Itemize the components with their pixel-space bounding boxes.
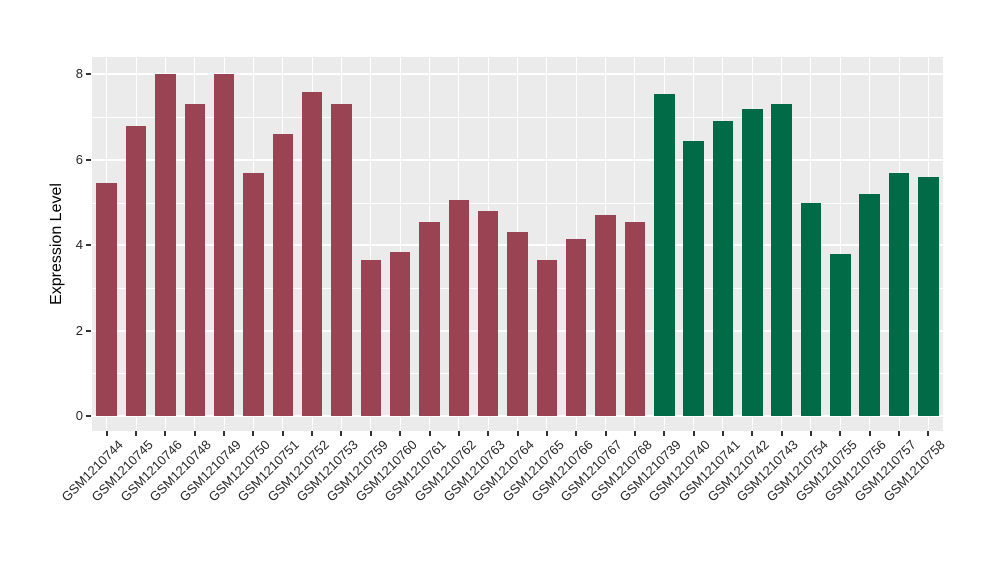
bar-GSM1210750 <box>243 172 264 416</box>
x-tick-mark <box>545 431 548 436</box>
bar-GSM1210739 <box>654 93 675 416</box>
bar-GSM1210755 <box>830 253 851 416</box>
y-tick-mark <box>86 158 91 161</box>
x-tick-mark <box>663 431 666 436</box>
x-tick-mark <box>281 431 284 436</box>
y-tick-mark <box>86 73 91 76</box>
x-tick-mark <box>399 431 402 436</box>
x-tick-mark <box>369 431 372 436</box>
y-tick-mark <box>86 244 91 247</box>
x-tick-mark <box>633 431 636 436</box>
x-tick-mark <box>223 431 226 436</box>
x-tick-mark <box>487 431 490 436</box>
bar-GSM1210749 <box>213 74 235 416</box>
x-tick-mark <box>164 431 167 436</box>
bar-GSM1210756 <box>859 194 880 416</box>
bar-GSM1210766 <box>565 238 587 416</box>
bar-GSM1210744 <box>96 183 117 416</box>
x-tick-mark <box>252 431 255 436</box>
bar-GSM1210746 <box>155 74 176 416</box>
v-gridline <box>546 57 548 431</box>
bar-GSM1210764 <box>507 232 528 416</box>
y-tick-label: 4 <box>75 237 83 253</box>
v-gridline <box>370 57 372 431</box>
y-tick-mark <box>86 329 91 332</box>
x-tick-mark <box>927 431 930 436</box>
v-gridline <box>839 57 841 431</box>
x-tick-mark <box>575 431 578 436</box>
x-tick-mark <box>135 431 137 436</box>
x-tick-mark <box>340 431 343 436</box>
bar-GSM1210745 <box>125 125 147 416</box>
y-tick-mark <box>86 415 91 417</box>
x-tick-mark <box>604 431 607 436</box>
x-tick-mark <box>311 431 314 436</box>
x-tick-mark <box>692 431 695 436</box>
bar-GSM1210760 <box>389 251 411 416</box>
y-tick-label: 6 <box>75 151 83 167</box>
bar-GSM1210765 <box>536 260 558 416</box>
y-tick-label: 0 <box>75 408 83 423</box>
y-tick-label: 2 <box>75 322 83 338</box>
x-tick-mark <box>780 431 783 436</box>
y-tick-label: 8 <box>75 66 83 82</box>
x-tick-mark <box>809 431 812 436</box>
bar-GSM1210743 <box>771 104 792 416</box>
x-tick-mark <box>898 431 900 436</box>
bar-GSM1210740 <box>683 140 704 416</box>
bar-GSM1210757 <box>888 172 910 416</box>
bar-GSM1210768 <box>624 221 646 416</box>
bar-GSM1210752 <box>301 91 323 416</box>
bar-GSM1210741 <box>712 121 734 416</box>
x-tick-mark <box>721 431 724 436</box>
bar-GSM1210751 <box>272 134 293 416</box>
bar-GSM1210748 <box>184 104 205 416</box>
bar-GSM1210742 <box>742 108 763 416</box>
bar-GSM1210759 <box>360 260 381 416</box>
bar-GSM1210758 <box>918 176 939 416</box>
bar-GSM1210763 <box>477 211 499 416</box>
bar-GSM1210767 <box>595 215 616 416</box>
bar-GSM1210761 <box>419 221 440 416</box>
bar-GSM1210762 <box>448 200 470 416</box>
x-tick-mark <box>751 431 754 436</box>
x-tick-mark <box>516 431 519 436</box>
x-tick-mark <box>839 431 842 436</box>
bar-GSM1210753 <box>331 104 352 416</box>
x-tick-mark <box>457 431 460 436</box>
x-tick-mark <box>428 431 431 436</box>
x-tick-mark <box>193 431 196 436</box>
bar-GSM1210754 <box>800 202 822 416</box>
x-tick-mark <box>105 431 108 436</box>
v-gridline <box>399 57 401 431</box>
x-tick-mark <box>868 431 871 436</box>
